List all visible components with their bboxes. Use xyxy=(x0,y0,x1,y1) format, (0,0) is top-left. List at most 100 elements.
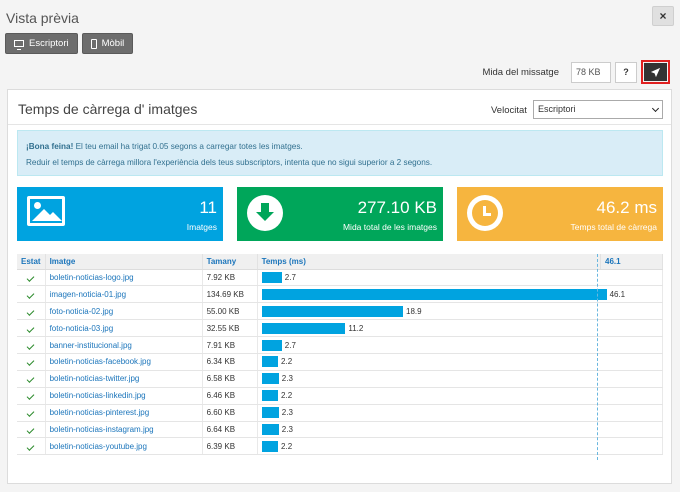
stat-time-value: 46.2 ms xyxy=(596,198,657,217)
row-time-cell: 2.3 xyxy=(257,370,664,388)
time-bar xyxy=(261,423,279,435)
row-time-cell: 2.2 xyxy=(257,353,664,371)
help-button[interactable]: ? xyxy=(615,61,637,83)
send-test-button[interactable] xyxy=(644,63,667,81)
close-button[interactable]: × xyxy=(652,6,674,26)
alert-strong: ¡Bona feina! xyxy=(26,142,74,151)
check-icon xyxy=(26,375,35,384)
panel-divider xyxy=(8,124,671,125)
header-state: Estat xyxy=(17,254,46,270)
speed-label: Velocitat xyxy=(491,105,527,116)
row-time-cell: 11.2 xyxy=(257,319,664,338)
image-icon xyxy=(27,196,65,226)
row-size-cell: 6.60 KB xyxy=(202,404,258,422)
table-row: boletin-noticias-linkedin.jpg 6.46 KB 2.2 xyxy=(17,387,664,405)
image-link[interactable]: boletin-noticias-twitter.jpg xyxy=(49,374,140,384)
stat-card-time: 46.2 ms Temps total de càrrega xyxy=(457,187,663,241)
modal-title: Vista prèvia xyxy=(6,10,79,26)
time-bar xyxy=(261,390,279,402)
time-value: 2.7 xyxy=(284,272,296,282)
row-size-cell: 32.55 KB xyxy=(202,319,258,338)
stat-size-label: Mida total de les imatges xyxy=(342,222,437,232)
row-size-cell: 6.46 KB xyxy=(202,387,258,405)
time-bar xyxy=(261,305,403,317)
row-state-cell xyxy=(17,302,46,321)
time-value: 18.9 xyxy=(406,306,422,316)
row-image-cell: boletin-noticias-logo.jpg xyxy=(45,269,203,287)
stat-size-value: 277.10 KB xyxy=(357,198,437,217)
info-alert: ¡Bona feina! El teu email ha trigat 0.05… xyxy=(17,130,663,176)
row-image-cell: boletin-noticias-twitter.jpg xyxy=(45,370,203,388)
panel-title: Temps de càrrega d' imatges xyxy=(18,101,198,117)
check-icon xyxy=(26,307,35,316)
alert-line-2: Reduir el temps de càrrega millora l'exp… xyxy=(26,157,433,167)
row-image-cell: boletin-noticias-linkedin.jpg xyxy=(45,387,203,405)
row-state-cell xyxy=(17,421,46,439)
time-value: 2.2 xyxy=(281,441,293,451)
table-row: boletin-noticias-logo.jpg 7.92 KB 2.7 xyxy=(17,269,664,287)
view-toggle-group: Escriptori Mòbil xyxy=(5,33,134,54)
row-image-cell: imagen-noticia-01.jpg xyxy=(45,285,203,304)
row-size-cell: 7.92 KB xyxy=(202,269,258,287)
row-state-cell xyxy=(17,404,46,422)
row-image-cell: foto-noticia-03.jpg xyxy=(45,319,203,338)
table-row: boletin-noticias-facebook.jpg 6.34 KB 2.2 xyxy=(17,353,664,371)
desktop-view-button[interactable]: Escriptori xyxy=(5,33,78,54)
max-time-marker xyxy=(597,254,598,460)
row-state-cell xyxy=(17,319,46,338)
image-link[interactable]: foto-noticia-02.jpg xyxy=(49,306,114,316)
image-link[interactable]: foto-noticia-03.jpg xyxy=(49,323,114,333)
header-size: Tamany xyxy=(202,254,258,270)
row-state-cell xyxy=(17,370,46,388)
stat-time-label: Temps total de càrrega xyxy=(570,222,657,232)
time-value: 2.3 xyxy=(281,408,293,418)
chevron-down-icon xyxy=(651,104,660,113)
mobile-view-button[interactable]: Mòbil xyxy=(81,33,134,54)
image-link[interactable]: boletin-noticias-pinterest.jpg xyxy=(49,408,150,418)
table-row: boletin-noticias-pinterest.jpg 6.60 KB 2.3 xyxy=(17,404,664,422)
image-link[interactable]: boletin-noticias-youtube.jpg xyxy=(49,441,147,451)
table-body: boletin-noticias-logo.jpg 7.92 KB 2.7 image… xyxy=(17,269,664,456)
image-link[interactable]: boletin-noticias-logo.jpg xyxy=(49,272,134,282)
speed-select[interactable]: Escriptori xyxy=(533,100,663,119)
time-bar xyxy=(261,339,282,351)
time-bar xyxy=(261,407,279,419)
row-time-cell: 18.9 xyxy=(257,302,664,321)
row-state-cell xyxy=(17,285,46,304)
check-icon xyxy=(26,392,35,401)
image-link[interactable]: imagen-noticia-01.jpg xyxy=(49,289,127,299)
row-time-cell: 2.2 xyxy=(257,437,664,456)
time-value: 2.7 xyxy=(284,340,296,350)
row-image-cell: boletin-noticias-pinterest.jpg xyxy=(45,404,203,422)
row-time-cell: 2.7 xyxy=(257,269,664,287)
stat-card-size: 277.10 KB Mida total de les imatges xyxy=(237,187,443,241)
desktop-icon xyxy=(14,40,24,50)
table-row: foto-noticia-03.jpg 32.55 KB 11.2 xyxy=(17,319,664,338)
row-size-cell: 7.91 KB xyxy=(202,336,258,354)
table-row: foto-noticia-02.jpg 55.00 KB 18.9 xyxy=(17,302,664,321)
image-link[interactable]: banner-institucional.jpg xyxy=(49,340,132,350)
download-icon xyxy=(247,195,283,231)
row-size-cell: 6.58 KB xyxy=(202,370,258,388)
stat-images-label: Imatges xyxy=(186,222,217,232)
row-state-cell xyxy=(17,353,46,371)
image-link[interactable]: boletin-noticias-instagram.jpg xyxy=(49,424,154,434)
image-link[interactable]: boletin-noticias-facebook.jpg xyxy=(49,357,151,367)
image-link[interactable]: boletin-noticias-linkedin.jpg xyxy=(49,391,146,401)
mobile-view-label: Mòbil xyxy=(101,38,125,49)
header-time: Temps (ms) xyxy=(257,254,602,270)
row-size-cell: 6.39 KB xyxy=(202,437,258,456)
check-icon xyxy=(26,426,35,434)
table-row: boletin-noticias-youtube.jpg 6.39 KB 2.2 xyxy=(17,437,664,456)
message-size-field[interactable]: 78 KB xyxy=(571,61,611,83)
message-size-label: Mida del missatge xyxy=(482,66,559,78)
row-image-cell: boletin-noticias-facebook.jpg xyxy=(45,353,203,371)
time-bar xyxy=(261,288,607,300)
mobile-icon xyxy=(90,38,97,49)
time-bar xyxy=(261,271,282,283)
header-image: Imatge xyxy=(45,254,203,270)
table-header-row: Estat Imatge Tamany Temps (ms) 46.1 xyxy=(17,254,663,270)
time-value: 11.2 xyxy=(348,323,364,333)
check-icon xyxy=(26,442,35,451)
check-icon xyxy=(26,274,35,282)
